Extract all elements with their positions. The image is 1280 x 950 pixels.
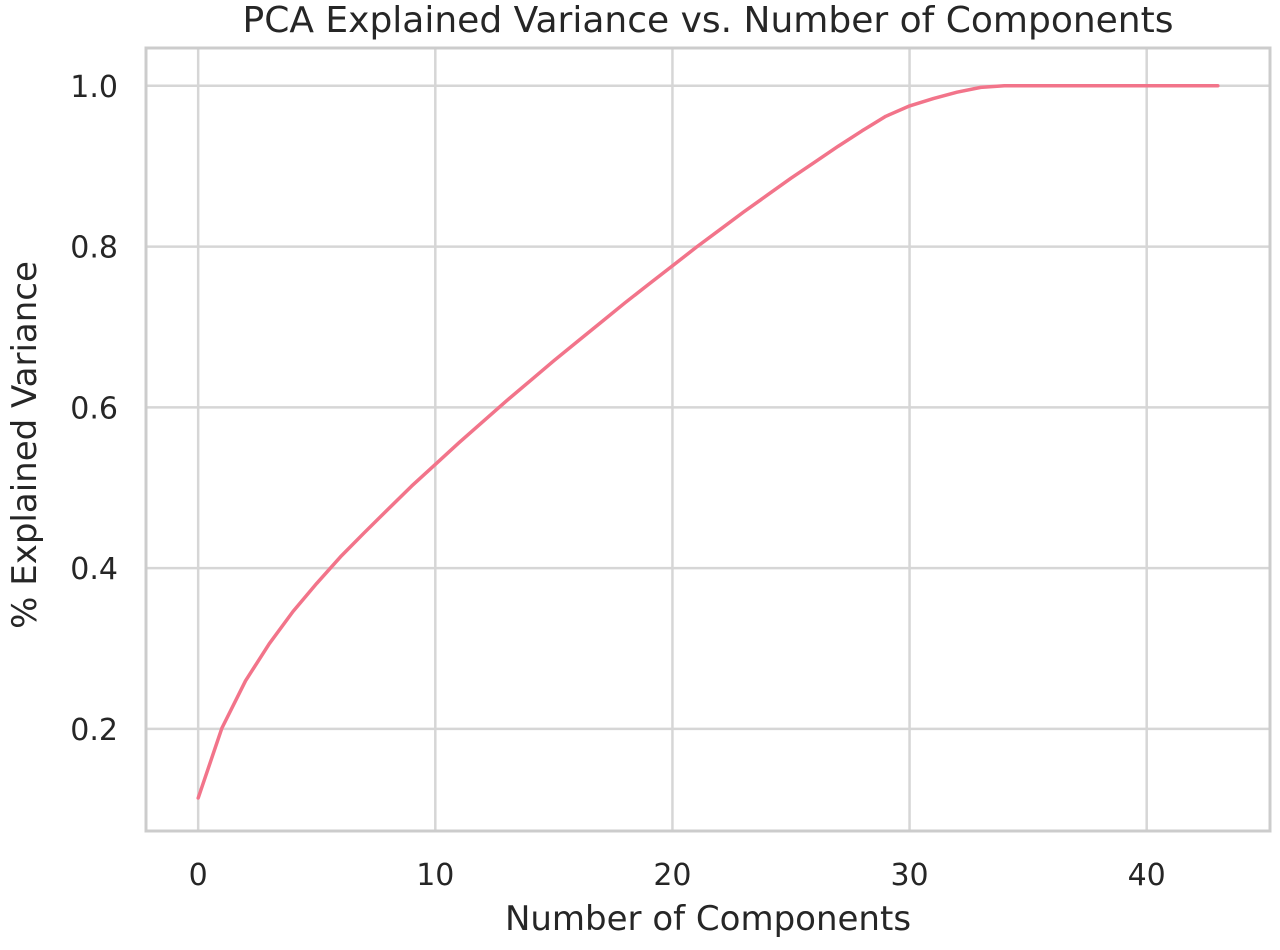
y-axis-label: % Explained Variance: [5, 261, 45, 629]
grid-lines: [146, 48, 1270, 831]
x-tick-label: 20: [653, 858, 691, 893]
x-tick-label: 0: [189, 858, 208, 893]
x-tick-label: 10: [416, 858, 454, 893]
explained-variance-line: [196, 84, 1220, 800]
y-tick-label: 0.8: [70, 231, 118, 266]
y-tick-label: 1.0: [70, 70, 118, 105]
x-axis-label: Number of Components: [505, 899, 911, 939]
y-tick-label: 0.6: [70, 391, 118, 426]
x-tick-label: 40: [1128, 858, 1166, 893]
series-layer: [196, 84, 1220, 800]
chart-title: PCA Explained Variance vs. Number of Com…: [242, 0, 1173, 41]
y-tick-label: 0.2: [70, 713, 118, 748]
plot-frame: [144, 46, 1272, 833]
tick-labels: 0 10 20 30 40 0.2 0.4 0.6 0.8 1.0: [70, 70, 1166, 893]
x-tick-label: 30: [890, 858, 928, 893]
y-tick-label: 0.4: [70, 552, 118, 587]
